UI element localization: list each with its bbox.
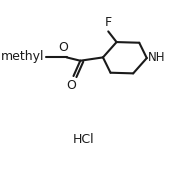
Text: O: O — [58, 41, 68, 54]
Text: F: F — [105, 16, 112, 29]
Text: HCl: HCl — [73, 133, 94, 146]
Text: methyl: methyl — [1, 51, 44, 63]
Text: NH: NH — [148, 51, 166, 64]
Text: O: O — [66, 79, 76, 92]
